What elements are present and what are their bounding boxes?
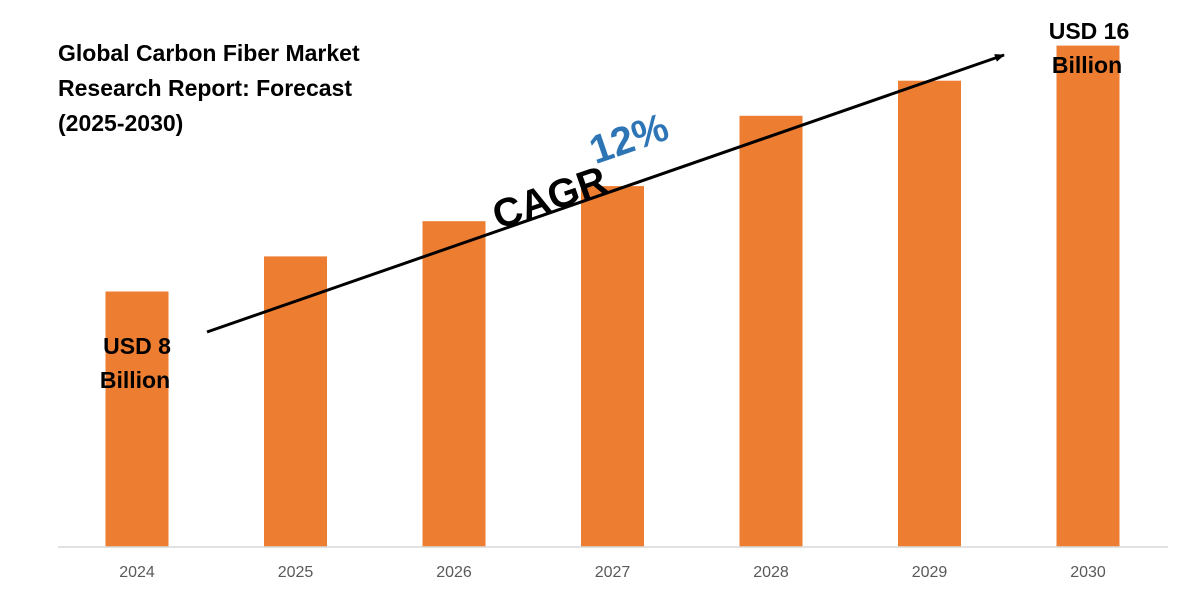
chart-title-line-2: Research Report: Forecast xyxy=(58,75,352,101)
end-value-label-line-1: USD 16 xyxy=(1049,18,1130,44)
x-tick-label-2027: 2027 xyxy=(595,564,631,581)
start-value-label-line-2: Billion xyxy=(100,367,170,393)
x-tick-label-2029: 2029 xyxy=(912,564,948,581)
bar-2029 xyxy=(898,80,961,547)
bar-2024 xyxy=(105,291,169,547)
chart-title: Global Carbon Fiber Market Research Repo… xyxy=(58,36,418,141)
bar-2030 xyxy=(1056,45,1120,547)
bar-2026 xyxy=(422,221,486,547)
chart-title-line-3: (2025-2030) xyxy=(58,110,184,136)
start-value-label-line-1: USD 8 xyxy=(103,333,171,359)
bar-2025 xyxy=(264,256,327,547)
bars-group xyxy=(105,45,1120,548)
x-tick-label-2030: 2030 xyxy=(1070,564,1106,581)
x-tick-label-2024: 2024 xyxy=(119,564,155,581)
x-tick-labels: 2024 2025 2026 2027 2028 2029 2030 xyxy=(119,564,1106,581)
x-tick-label-2028: 2028 xyxy=(753,564,789,581)
bar-2027 xyxy=(581,186,644,547)
bar-2028 xyxy=(739,115,803,548)
x-tick-label-2025: 2025 xyxy=(278,564,314,581)
x-tick-label-2026: 2026 xyxy=(436,564,472,581)
growth-arrow xyxy=(206,53,1005,334)
cagr-value: 12% xyxy=(584,105,674,173)
chart-title-line-1: Global Carbon Fiber Market xyxy=(58,40,360,66)
cagr-annotation: CAGR 12% xyxy=(487,105,674,238)
end-value-label-line-2: Billion xyxy=(1052,52,1122,78)
